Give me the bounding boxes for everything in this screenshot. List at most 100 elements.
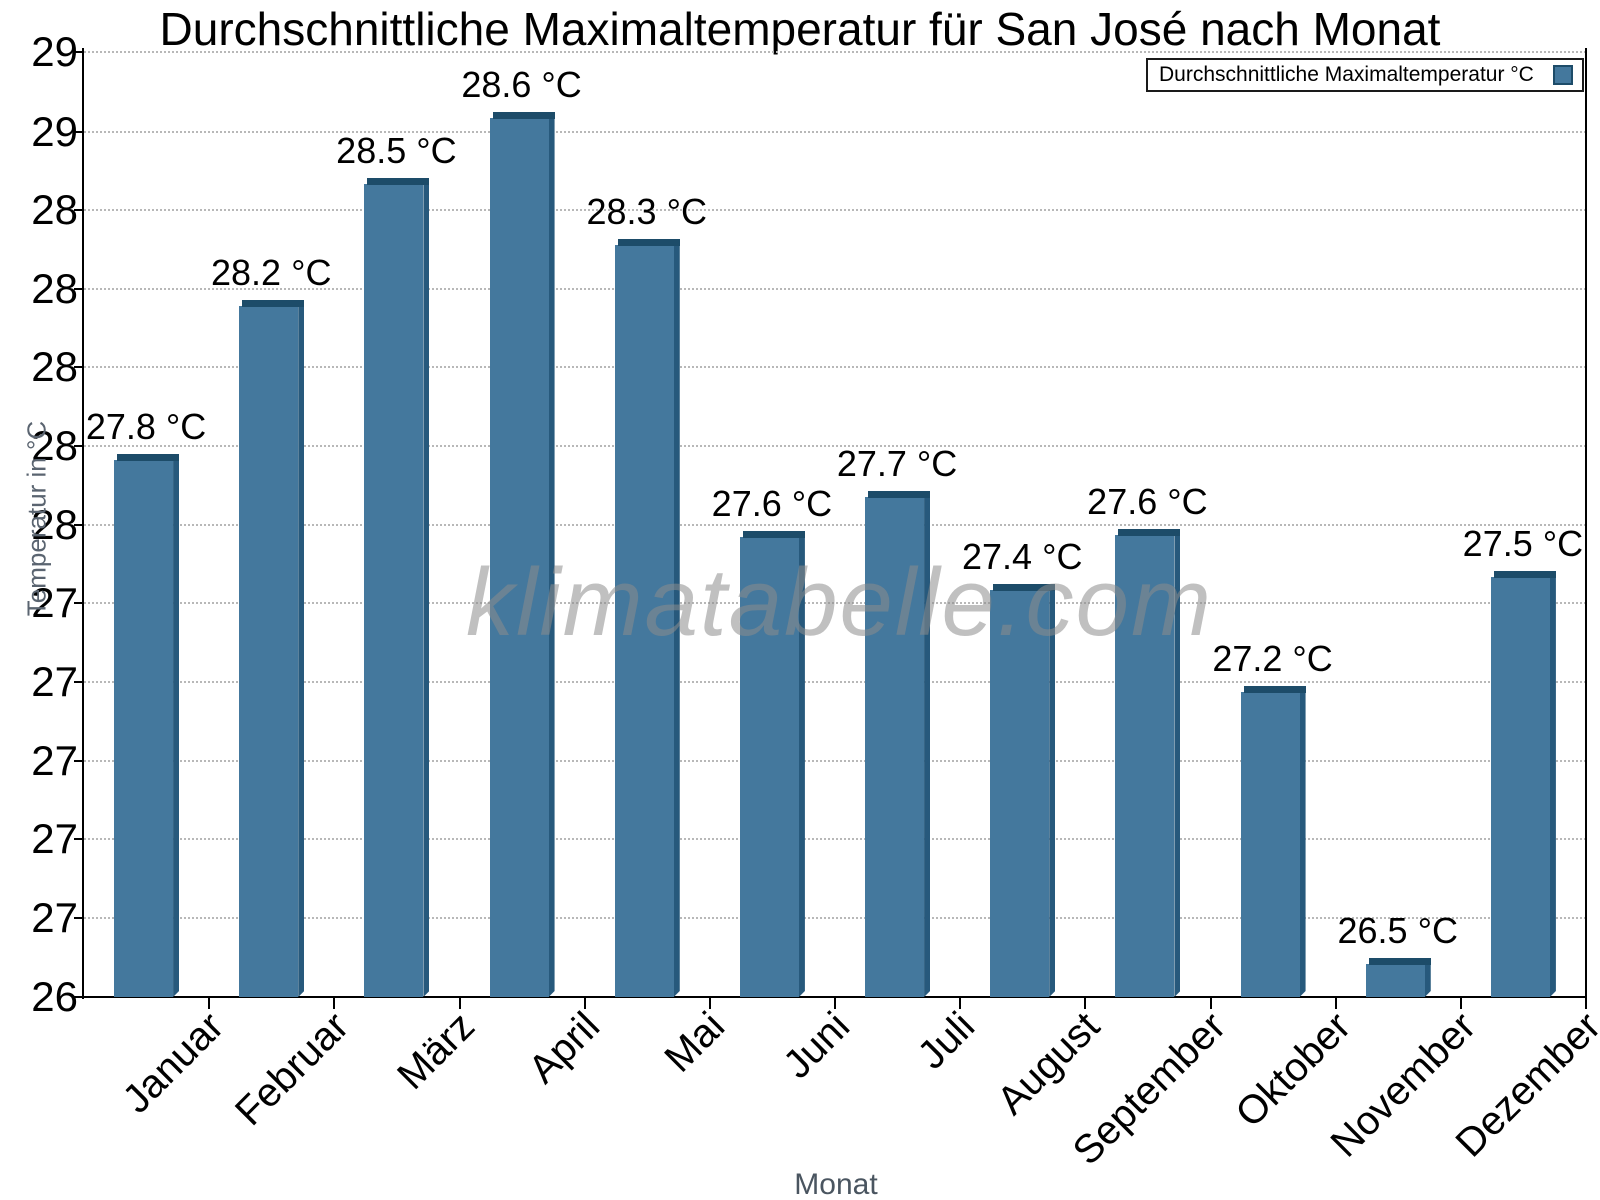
bar-top-cap <box>1243 686 1306 693</box>
watermark: klimatabelle.com <box>466 549 1213 656</box>
y-gridline <box>84 681 1586 683</box>
bar-februar <box>239 300 305 997</box>
bar-face <box>614 245 674 997</box>
y-gridline <box>84 602 1586 605</box>
bar-top-cap <box>1118 529 1181 536</box>
y-tick-label: 26 <box>31 972 78 1020</box>
bar-top-cap <box>492 112 555 119</box>
bar-value-label: 27.6 °C <box>711 483 833 524</box>
right-border-line <box>1585 48 1587 1009</box>
bar-side <box>1174 535 1180 997</box>
bar-side <box>1425 964 1431 997</box>
bar-face <box>1240 692 1300 997</box>
bar-side <box>1300 692 1306 997</box>
y-tick-label: 29 <box>31 107 78 155</box>
legend-label: Durchschnittliche Maximaltemperatur °C <box>1159 63 1534 86</box>
bar-side <box>924 497 930 997</box>
bar-face <box>239 306 299 997</box>
bar-top-cap <box>117 454 180 461</box>
bar-value-label: 28.2 °C <box>211 252 332 293</box>
y-gridline <box>84 287 1586 290</box>
y-gridline <box>84 51 1586 53</box>
bar-top-cap <box>993 584 1056 591</box>
y-tick-mark <box>74 602 84 605</box>
bar-side <box>1049 590 1055 997</box>
y-tick-label: 28 <box>31 343 78 391</box>
y-gridline <box>84 759 1586 762</box>
bar-side <box>674 245 680 997</box>
bar-juli <box>865 491 931 997</box>
bar-face <box>1365 964 1425 997</box>
bar-value-label: 26.5 °C <box>1337 910 1458 951</box>
bar-november <box>1365 958 1431 997</box>
y-tick-label: 27 <box>31 894 78 941</box>
bar-value-label: 27.7 °C <box>836 443 958 484</box>
bar-face <box>364 184 424 997</box>
bar-value-label: 27.8 °C <box>85 406 207 447</box>
bar-value-label: 27.2 °C <box>1212 638 1333 679</box>
y-tick-mark <box>74 130 84 133</box>
bar-top-cap <box>242 300 305 307</box>
y-tick-label: 27 <box>31 815 78 863</box>
y-tick-mark <box>74 209 84 211</box>
bar-märz <box>364 178 430 997</box>
y-tick-mark <box>74 523 84 526</box>
y-tick-mark <box>74 366 84 369</box>
y-gridline <box>84 917 1586 919</box>
bar-top-cap <box>367 178 430 185</box>
y-gridline <box>84 130 1586 133</box>
chart-title: Durchschnittliche Maximaltemperatur für … <box>159 3 1441 55</box>
bar-side <box>298 306 304 997</box>
bar-mai <box>614 239 680 997</box>
y-axis-line <box>82 48 84 999</box>
y-gridline <box>84 838 1586 841</box>
bar-face <box>114 460 174 997</box>
bar-top-cap <box>617 239 680 246</box>
bar-side <box>799 537 805 997</box>
bar-value-label: 28.5 °C <box>336 130 457 171</box>
x-tick-mark <box>458 997 461 1009</box>
y-tick-mark <box>74 681 84 683</box>
x-tick-mark <box>1334 997 1337 1009</box>
bar-september <box>1115 529 1181 997</box>
y-gridline <box>84 523 1586 526</box>
y-tick-label: 27 <box>31 579 78 627</box>
x-tick-mark <box>583 997 586 1009</box>
bar-face <box>990 590 1050 997</box>
bar-oktober <box>1240 686 1306 997</box>
y-tick-mark <box>74 445 84 447</box>
x-tick-mark <box>333 997 336 1009</box>
bar-face <box>489 118 549 997</box>
x-tick-mark <box>834 997 836 1009</box>
y-tick-mark <box>74 287 84 290</box>
bar-face <box>1115 535 1175 997</box>
x-tick-mark <box>208 997 211 1009</box>
bar-top-cap <box>1368 958 1431 965</box>
y-axis-title: Temperatur in °C <box>21 420 52 617</box>
x-tick-mark <box>708 997 711 1009</box>
x-tick-mark <box>1585 997 1587 1009</box>
y-tick-label: 28 <box>31 422 78 469</box>
bar-dezember <box>1490 571 1556 997</box>
y-tick-label: 28 <box>31 264 78 312</box>
y-gridline <box>84 366 1586 369</box>
x-tick-mark <box>1209 997 1212 1009</box>
y-gridline <box>84 209 1586 211</box>
y-tick-label: 28 <box>31 186 78 233</box>
y-tick-label: 27 <box>31 658 78 705</box>
y-gridline <box>84 445 1586 447</box>
bar-juni <box>739 531 805 997</box>
y-tick-mark <box>74 917 84 919</box>
bar-value-label: 27.5 °C <box>1462 523 1584 564</box>
y-tick-label: 27 <box>31 736 78 784</box>
bar-august <box>990 584 1056 997</box>
bar-face <box>865 497 925 997</box>
y-tick-mark <box>74 995 84 998</box>
bar-value-label: 28.6 °C <box>461 64 582 105</box>
x-tick-mark <box>1459 997 1462 1009</box>
bar-side <box>423 184 429 997</box>
x-tick-mark <box>959 997 962 1009</box>
y-tick-mark <box>74 838 84 841</box>
bar-top-cap <box>868 491 931 498</box>
